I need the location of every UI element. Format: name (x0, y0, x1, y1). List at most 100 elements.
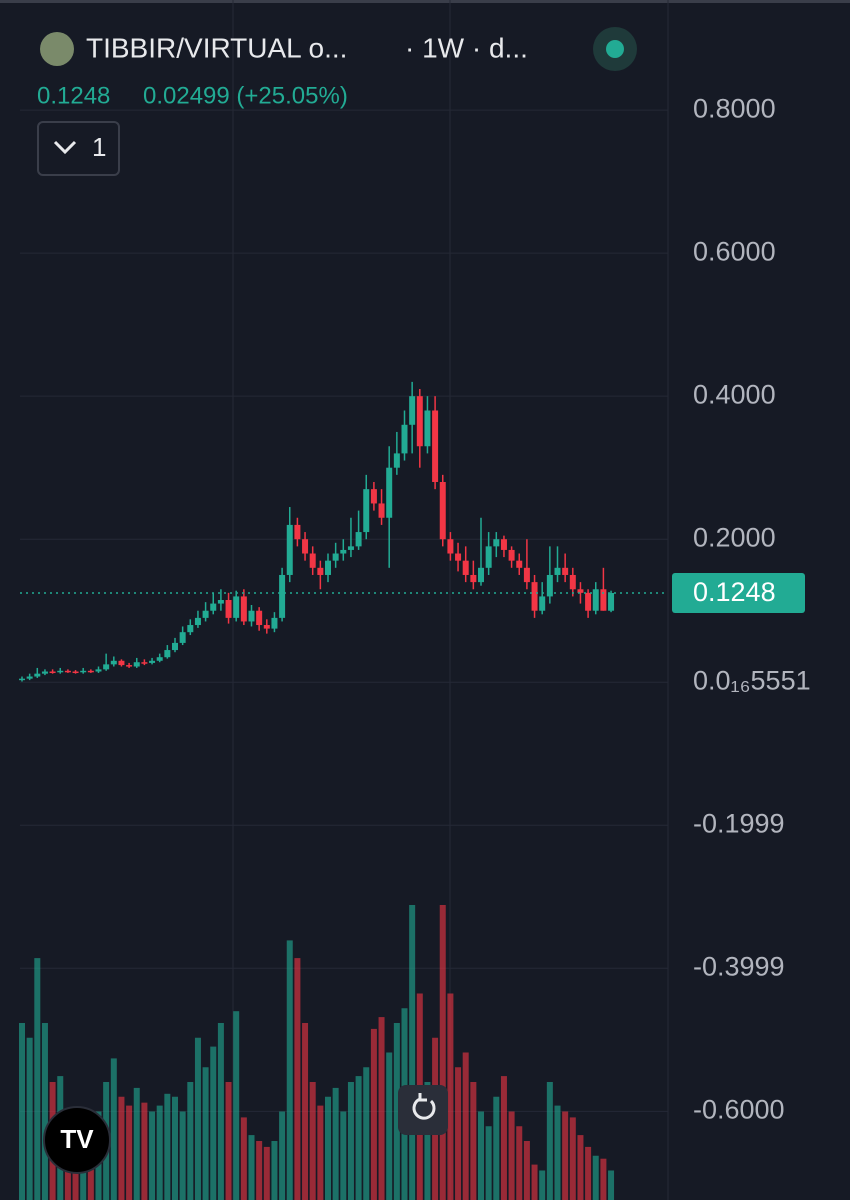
candle-body (141, 662, 148, 664)
indicator-toggle[interactable] (37, 121, 120, 176)
volume-bar (539, 1170, 546, 1200)
y-tick-label: -0.6000 (693, 1094, 785, 1124)
y-tick-label: 0.4000 (693, 379, 776, 409)
volume-bar (332, 1087, 339, 1200)
y-tick-label: -0.3999 (693, 951, 785, 981)
candle-body (187, 625, 194, 633)
volume-bar (363, 1067, 370, 1200)
volume-bar (149, 1111, 156, 1200)
volume-bar (210, 1046, 217, 1200)
reset-button[interactable] (398, 1085, 448, 1135)
candle-body (225, 600, 232, 618)
candle-body (508, 549, 515, 561)
candle-body (554, 567, 561, 575)
volume-bar (585, 1146, 592, 1200)
candle-body (500, 539, 507, 550)
volume-bar (493, 1096, 500, 1200)
candle-body (256, 610, 263, 626)
candle-body (401, 424, 408, 454)
price-label: 0.1248 (693, 577, 776, 607)
volume-bar (271, 1141, 278, 1200)
volume-bar (455, 1067, 462, 1200)
volume-bar (286, 940, 293, 1200)
volume-bar (386, 1052, 393, 1200)
candle-body (317, 567, 324, 575)
candle-body (592, 589, 599, 611)
candle-body (57, 670, 64, 673)
candle-body (149, 660, 156, 663)
volume-bar (378, 1017, 385, 1200)
volume-bar (172, 1096, 178, 1200)
volume-bar (317, 1105, 324, 1200)
candle-body (600, 589, 607, 611)
volume-bar (225, 1082, 232, 1200)
logo-button[interactable] (43, 1106, 111, 1174)
candle-body (263, 625, 270, 629)
volume-bar (470, 1082, 477, 1200)
volume-bar (256, 1141, 263, 1200)
volume-bar (355, 1076, 362, 1200)
symbol: TIBBIR/VIRTUAL o... (86, 32, 347, 63)
candle-body (279, 574, 286, 618)
candle-body (516, 560, 523, 568)
candle-body (455, 553, 462, 561)
last-value: 0.1248 (37, 82, 110, 109)
candle-body (80, 670, 87, 673)
candle-body (118, 660, 125, 666)
candle-body (240, 596, 247, 622)
volume-bar (110, 1058, 117, 1200)
volume-bar (523, 1141, 530, 1200)
volume-bar (608, 1170, 615, 1200)
candle-body (585, 592, 592, 611)
candle-body (523, 567, 530, 583)
volume-bar (516, 1126, 523, 1200)
candle-body (103, 664, 110, 670)
candle-body (325, 560, 331, 575)
volume-bar (233, 1011, 240, 1200)
candle-body (493, 539, 500, 547)
top-border (0, 0, 850, 3)
chevron-icon (53, 140, 77, 155)
volume-bar (447, 993, 454, 1200)
volume-bar (263, 1146, 270, 1200)
volume-bar (19, 1023, 25, 1200)
volume-bar (393, 1023, 400, 1200)
volume-bar (485, 1126, 492, 1200)
volume-bar (340, 1111, 347, 1200)
volume-bar (248, 1135, 255, 1200)
volume-bar (600, 1158, 607, 1200)
candle-body (340, 549, 347, 554)
volume-bar (156, 1105, 163, 1200)
volume-bar (531, 1164, 538, 1200)
y-tick-label: -0.1999 (693, 808, 785, 838)
volume-bar (141, 1102, 148, 1200)
interval: · 1W · d... (405, 32, 528, 63)
candle-body (332, 553, 339, 561)
candle-body (309, 553, 316, 568)
candle-body (126, 665, 133, 667)
volume-bar (325, 1096, 331, 1200)
volume-bar (569, 1117, 576, 1200)
volume-bar (202, 1067, 209, 1200)
candle-body (439, 482, 446, 540)
volume-bar (41, 1023, 48, 1200)
candle-body (156, 657, 163, 661)
volume-bar (554, 1105, 561, 1200)
candle-body (386, 467, 393, 518)
volume-bar (126, 1105, 133, 1200)
candle-body (172, 642, 178, 651)
logo: TV (60, 1124, 94, 1154)
volume-bar (562, 1111, 569, 1200)
candle-body (378, 503, 385, 518)
candle-body (424, 410, 431, 447)
candle-body (41, 671, 48, 674)
candle-body (210, 603, 217, 611)
candle-body (164, 650, 171, 658)
volume-bar (439, 905, 446, 1200)
volume-bar (302, 1023, 309, 1200)
volume-bar (133, 1087, 140, 1200)
candle-body (363, 489, 370, 533)
candle-body (110, 660, 117, 665)
volume-bar (424, 1082, 431, 1200)
